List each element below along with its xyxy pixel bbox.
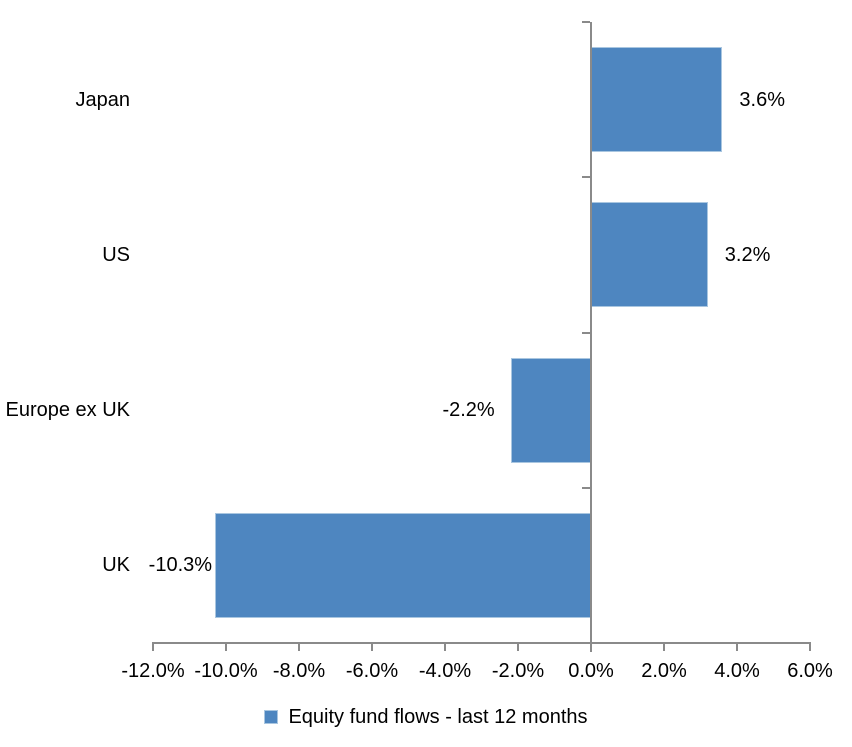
data-label-japan: 3.6% bbox=[739, 88, 785, 111]
legend-swatch bbox=[264, 710, 279, 724]
x-tick-label: -10.0% bbox=[194, 660, 258, 682]
x-tick-label: 4.0% bbox=[714, 660, 760, 682]
x-tick-label: -4.0% bbox=[418, 660, 472, 682]
x-tick-label: 2.0% bbox=[641, 660, 687, 682]
x-axis-tick bbox=[225, 643, 227, 651]
legend-label: Equity fund flows - last 12 months bbox=[288, 705, 588, 728]
data-label-us: 3.2% bbox=[724, 243, 771, 266]
x-tick-label: 6.0% bbox=[787, 660, 833, 682]
x-axis-tick bbox=[371, 643, 373, 651]
x-axis-tick bbox=[809, 643, 811, 651]
x-axis-line bbox=[152, 642, 811, 644]
x-axis-tick bbox=[663, 643, 665, 651]
x-tick-label: -12.0% bbox=[121, 660, 185, 682]
zero-axis-line bbox=[590, 22, 592, 652]
category-label-japan: Japan bbox=[75, 88, 131, 111]
x-tick-label: -6.0% bbox=[345, 660, 399, 682]
x-axis-tick bbox=[444, 643, 446, 651]
data-label-uk: -10.3% bbox=[148, 554, 213, 577]
x-axis-tick bbox=[298, 643, 300, 651]
x-tick-label: 0.0% bbox=[568, 660, 614, 682]
legend: Equity fund flows - last 12 months bbox=[0, 704, 852, 730]
category-label-europe-ex-uk: Europe ex UK bbox=[5, 399, 130, 422]
y-axis-tick bbox=[582, 21, 590, 23]
y-axis-tick bbox=[582, 331, 590, 334]
x-axis-tick bbox=[517, 643, 519, 651]
y-axis-tick bbox=[582, 176, 590, 179]
x-axis-tick bbox=[736, 643, 738, 651]
bar-uk bbox=[215, 512, 591, 618]
plot-area: 3.6% 3.2% -2.2% -10.3% bbox=[149, 21, 811, 652]
category-label-uk: UK bbox=[102, 554, 130, 577]
data-label-europe-ex-uk: -2.2% bbox=[442, 399, 495, 422]
bar-us bbox=[591, 202, 708, 308]
bar-europe-ex-uk bbox=[510, 357, 591, 463]
category-label-us: US bbox=[102, 243, 130, 266]
x-tick-label: -8.0% bbox=[272, 660, 326, 682]
y-axis-tick bbox=[582, 486, 590, 489]
bar-japan bbox=[591, 47, 723, 153]
x-axis-tick bbox=[152, 643, 154, 651]
x-tick-label: -2.0% bbox=[491, 660, 545, 682]
